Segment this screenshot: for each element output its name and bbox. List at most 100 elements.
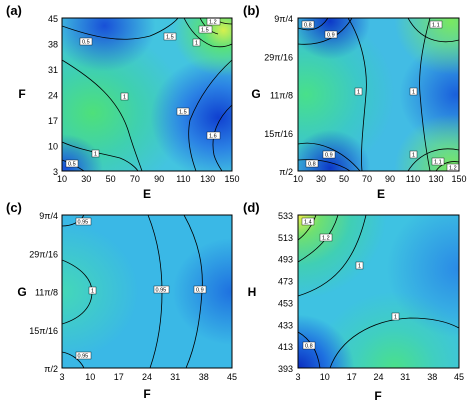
svg-text:0.5: 0.5 <box>82 40 90 46</box>
svg-text:3: 3 <box>295 372 300 382</box>
svg-text:10: 10 <box>48 142 58 152</box>
svg-text:433: 433 <box>278 320 293 330</box>
svg-text:38: 38 <box>427 372 437 382</box>
svg-text:24: 24 <box>48 91 58 101</box>
svg-text:130: 130 <box>428 174 443 184</box>
svg-text:1.5: 1.5 <box>179 110 187 116</box>
svg-text:150: 150 <box>451 174 466 184</box>
panel-d-y-ticks: 533 513 493 473 453 433 413 393 <box>278 211 293 374</box>
svg-text:15π/16: 15π/16 <box>29 326 58 336</box>
svg-text:17: 17 <box>347 372 357 382</box>
svg-text:11π/8: 11π/8 <box>270 91 293 101</box>
svg-text:110: 110 <box>176 174 190 184</box>
svg-text:1: 1 <box>195 41 198 47</box>
panel-a-xlabel: E <box>143 187 151 201</box>
svg-text:1: 1 <box>412 90 415 96</box>
svg-text:0.5: 0.5 <box>68 162 76 168</box>
svg-text:24: 24 <box>373 372 383 382</box>
svg-text:50: 50 <box>106 174 116 184</box>
svg-text:110: 110 <box>406 174 420 184</box>
svg-text:1.5: 1.5 <box>201 28 209 34</box>
svg-text:17: 17 <box>114 372 124 382</box>
panel-a: (a) 0.5 0.5 1 1 1 1.2 1.5 1.5 <box>6 3 240 201</box>
svg-text:1.1: 1.1 <box>432 23 440 29</box>
svg-text:70: 70 <box>130 174 140 184</box>
svg-text:0.95: 0.95 <box>78 354 89 360</box>
panel-d-ylabel: H <box>248 285 257 299</box>
svg-text:29π/16: 29π/16 <box>264 52 293 62</box>
svg-text:30: 30 <box>316 174 326 184</box>
svg-text:0.8: 0.8 <box>305 344 313 350</box>
panel-a-ylabel: F <box>18 87 25 101</box>
panel-c-xlabel: F <box>143 387 150 401</box>
panel-b-heatmap <box>298 18 459 171</box>
svg-text:0.9: 0.9 <box>196 288 204 294</box>
svg-text:493: 493 <box>278 255 293 265</box>
panel-c-y-ticks: 9π/4 29π/16 11π/8 15π/16 π/2 <box>29 211 58 374</box>
svg-text:π/2: π/2 <box>279 167 293 177</box>
svg-text:393: 393 <box>278 364 293 374</box>
svg-text:9π/4: 9π/4 <box>274 14 293 24</box>
panel-d-label: (d) <box>243 200 260 215</box>
svg-text:10: 10 <box>320 372 330 382</box>
svg-text:10: 10 <box>85 372 95 382</box>
svg-text:1: 1 <box>412 153 415 159</box>
svg-text:10: 10 <box>293 174 303 184</box>
panel-d-contour-labels: 1.4 1.2 1 1 0.8 <box>301 217 400 350</box>
svg-text:70: 70 <box>362 174 372 184</box>
svg-text:9π/4: 9π/4 <box>39 211 58 221</box>
panel-b-ylabel: G <box>251 87 260 101</box>
svg-text:45: 45 <box>454 372 464 382</box>
svg-text:31: 31 <box>48 65 58 75</box>
svg-text:1.1: 1.1 <box>434 160 442 166</box>
panel-c-label: (c) <box>6 200 22 215</box>
panel-d: (d) 1.4 1.2 1 1 0.8 533 513 493 473 453 <box>243 200 464 403</box>
svg-text:29π/16: 29π/16 <box>29 249 58 259</box>
panel-a-y-ticks: 45 38 31 24 17 10 3 <box>48 14 58 177</box>
svg-text:1: 1 <box>357 90 360 96</box>
svg-text:1.2: 1.2 <box>322 236 330 242</box>
svg-text:413: 413 <box>278 342 293 352</box>
svg-text:0.8: 0.8 <box>308 162 316 168</box>
panel-c-heatmap <box>62 215 232 368</box>
panel-a-heatmap <box>62 18 232 171</box>
svg-text:0.95: 0.95 <box>78 220 89 226</box>
panel-c-contour-labels: 0.95 1 0.95 0.95 0.9 <box>75 217 207 360</box>
svg-text:473: 473 <box>278 277 293 287</box>
panel-b-label: (b) <box>243 3 260 18</box>
svg-text:90: 90 <box>385 174 395 184</box>
svg-text:1.5: 1.5 <box>166 35 174 41</box>
svg-text:1.2: 1.2 <box>209 20 217 26</box>
svg-text:150: 150 <box>224 174 239 184</box>
svg-text:38: 38 <box>199 372 209 382</box>
svg-text:45: 45 <box>227 372 237 382</box>
svg-text:130: 130 <box>200 174 215 184</box>
svg-text:15π/16: 15π/16 <box>264 129 293 139</box>
svg-text:10: 10 <box>57 174 67 184</box>
panel-a-x-ticks: 10 30 50 70 90 110 130 150 <box>57 174 240 184</box>
panel-d-x-ticks: 3 10 17 24 31 38 45 <box>295 372 464 382</box>
svg-text:1: 1 <box>91 289 94 295</box>
svg-text:453: 453 <box>278 298 293 308</box>
svg-text:17: 17 <box>48 116 58 126</box>
svg-text:1.4: 1.4 <box>304 220 312 226</box>
svg-text:45: 45 <box>48 14 58 24</box>
panel-b-contour-labels: 0.8 0.9 0.9 0.8 1 1 1 1.1 1.1 1.2 <box>301 20 460 172</box>
svg-text:1: 1 <box>123 95 126 101</box>
svg-text:1: 1 <box>394 315 397 321</box>
svg-text:3: 3 <box>53 167 58 177</box>
panel-c-x-ticks: 3 10 17 24 31 38 45 <box>59 372 237 382</box>
panel-c: (c) 0.95 1 0.95 0.95 0.9 9π/4 29π/16 11π… <box>6 200 237 401</box>
svg-text:0.9: 0.9 <box>327 33 335 39</box>
svg-text:90: 90 <box>154 174 164 184</box>
svg-text:513: 513 <box>278 233 293 243</box>
svg-text:π/2: π/2 <box>44 364 58 374</box>
svg-text:50: 50 <box>339 174 349 184</box>
svg-text:38: 38 <box>48 40 58 50</box>
svg-text:533: 533 <box>278 211 293 221</box>
svg-text:31: 31 <box>400 372 410 382</box>
svg-text:0.8: 0.8 <box>304 23 312 29</box>
panel-b: (b) 0.8 0.9 0.9 0.8 1 1 1 <box>243 3 467 201</box>
panel-c-ylabel: G <box>17 285 26 299</box>
